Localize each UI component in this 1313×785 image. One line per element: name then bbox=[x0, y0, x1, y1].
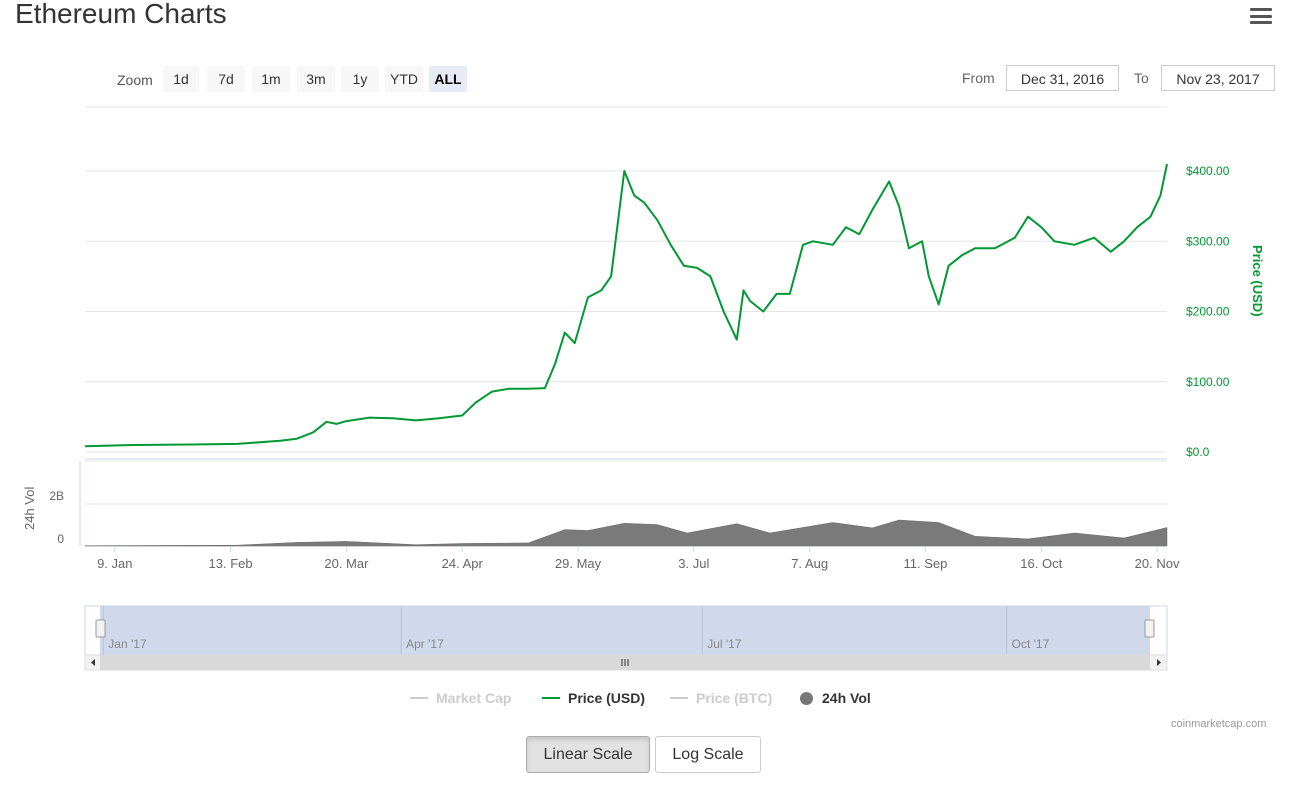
price-usd-line-icon bbox=[542, 697, 560, 699]
navigator-left-handle[interactable] bbox=[95, 619, 106, 638]
price-tick-label: $400.00 bbox=[1186, 164, 1230, 178]
navigator-tick-label: Apr '17 bbox=[406, 637, 444, 651]
x-tick-label: 16. Oct bbox=[1020, 556, 1062, 571]
legend-price-btc-label: Price (BTC) bbox=[696, 690, 773, 706]
price-tick-label: $0.0 bbox=[1186, 445, 1210, 459]
scroll-right-arrow-icon[interactable] bbox=[1157, 659, 1161, 666]
x-tick-label: 7. Aug bbox=[791, 556, 828, 571]
price-series-line bbox=[84, 163, 1168, 448]
x-tick-label: 29. May bbox=[555, 556, 602, 571]
volume-tick-label: 2B bbox=[49, 489, 64, 503]
legend-price-usd[interactable]: Price (USD) bbox=[542, 690, 645, 706]
hamburger-menu-icon[interactable] bbox=[1250, 8, 1272, 26]
legend-price-btc[interactable]: Price (BTC) bbox=[670, 690, 772, 706]
zoom-1m-button[interactable]: 1m bbox=[252, 66, 290, 92]
legend-market-cap-label: Market Cap bbox=[436, 690, 512, 706]
zoom-3m-button[interactable]: 3m bbox=[297, 66, 335, 92]
legend-24h-vol[interactable]: 24h Vol bbox=[800, 690, 871, 706]
price-tick-label: $200.00 bbox=[1186, 305, 1230, 319]
zoom-all-button[interactable]: ALL bbox=[429, 66, 467, 92]
market-cap-line-icon bbox=[410, 697, 428, 699]
x-tick-label: 13. Feb bbox=[209, 556, 253, 571]
legend-price-usd-label: Price (USD) bbox=[568, 690, 646, 706]
price-tick-label: $300.00 bbox=[1186, 234, 1230, 248]
navigator-selected-range bbox=[100, 606, 1150, 655]
navigator-tick-label: Jan '17 bbox=[108, 637, 147, 651]
to-date-input[interactable]: Nov 23, 2017 bbox=[1161, 65, 1275, 91]
x-tick-label: 20. Mar bbox=[324, 556, 369, 571]
page-title: Ethereum Charts bbox=[15, 0, 227, 29]
x-tick-label: 24. Apr bbox=[442, 556, 484, 571]
zoom-label: Zoom bbox=[117, 72, 153, 88]
from-label: From bbox=[962, 70, 995, 86]
log-scale-button[interactable]: Log Scale bbox=[655, 736, 761, 773]
to-label: To bbox=[1134, 70, 1149, 86]
x-tick-label: 11. Sep bbox=[904, 556, 948, 571]
navigator-tick-label: Oct '17 bbox=[1012, 637, 1050, 651]
credit-link[interactable]: coinmarketcap.com bbox=[1171, 718, 1267, 730]
zoom-7d-button[interactable]: 7d bbox=[207, 66, 245, 92]
x-tick-label: 3. Jul bbox=[678, 556, 709, 571]
volume-series-area bbox=[84, 519, 1168, 547]
linear-scale-button[interactable]: Linear Scale bbox=[526, 736, 650, 773]
x-tick-label: 20. Nov bbox=[1135, 556, 1180, 571]
scrollbar-grip-icon bbox=[621, 659, 629, 666]
price-btc-line-icon bbox=[670, 697, 688, 699]
legend-market-cap[interactable]: Market Cap bbox=[410, 690, 511, 706]
volume-tick-label: 0 bbox=[57, 532, 64, 546]
x-tick-label: 9. Jan bbox=[97, 556, 132, 571]
volume-dot-icon bbox=[800, 691, 813, 705]
scroll-left-arrow-icon[interactable] bbox=[91, 659, 95, 666]
from-date-input[interactable]: Dec 31, 2016 bbox=[1006, 65, 1119, 91]
navigator-right-handle[interactable] bbox=[1144, 619, 1155, 638]
legend-24h-vol-label: 24h Vol bbox=[822, 690, 871, 706]
price-axis-title: Price (USD) bbox=[1250, 245, 1265, 317]
volume-axis-title: 24h Vol bbox=[22, 487, 37, 530]
zoom-ytd-button[interactable]: YTD bbox=[385, 66, 423, 92]
price-tick-label: $100.00 bbox=[1186, 375, 1230, 389]
zoom-1y-button[interactable]: 1y bbox=[341, 66, 379, 92]
zoom-1d-button[interactable]: 1d bbox=[163, 66, 199, 92]
navigator-tick-label: Jul '17 bbox=[707, 637, 742, 651]
